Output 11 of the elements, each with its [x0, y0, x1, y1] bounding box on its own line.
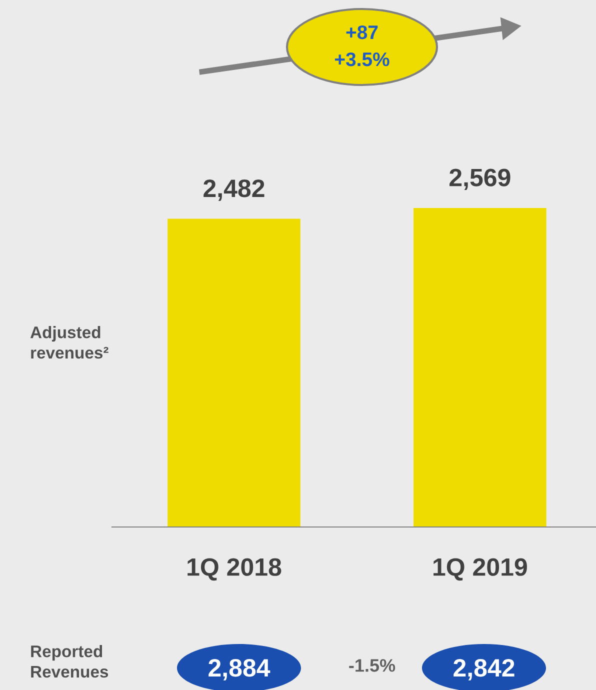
text: Adjusted revenues² — [30, 326, 108, 359]
x-tick-label: 1Q 2018 — [188, 558, 282, 581]
x-tick-label: 1Q 2019 — [434, 558, 527, 581]
text: 2,884 — [208, 659, 270, 680]
data-label: 2,569 — [450, 168, 510, 190]
text: 2,842 — [454, 659, 514, 680]
text: +87 — [346, 25, 378, 40]
text: -1.5% — [349, 659, 396, 672]
text: Reported Revenues — [31, 645, 108, 678]
text: +3.5% — [334, 52, 390, 66]
data-label: 2,482 — [204, 179, 264, 201]
